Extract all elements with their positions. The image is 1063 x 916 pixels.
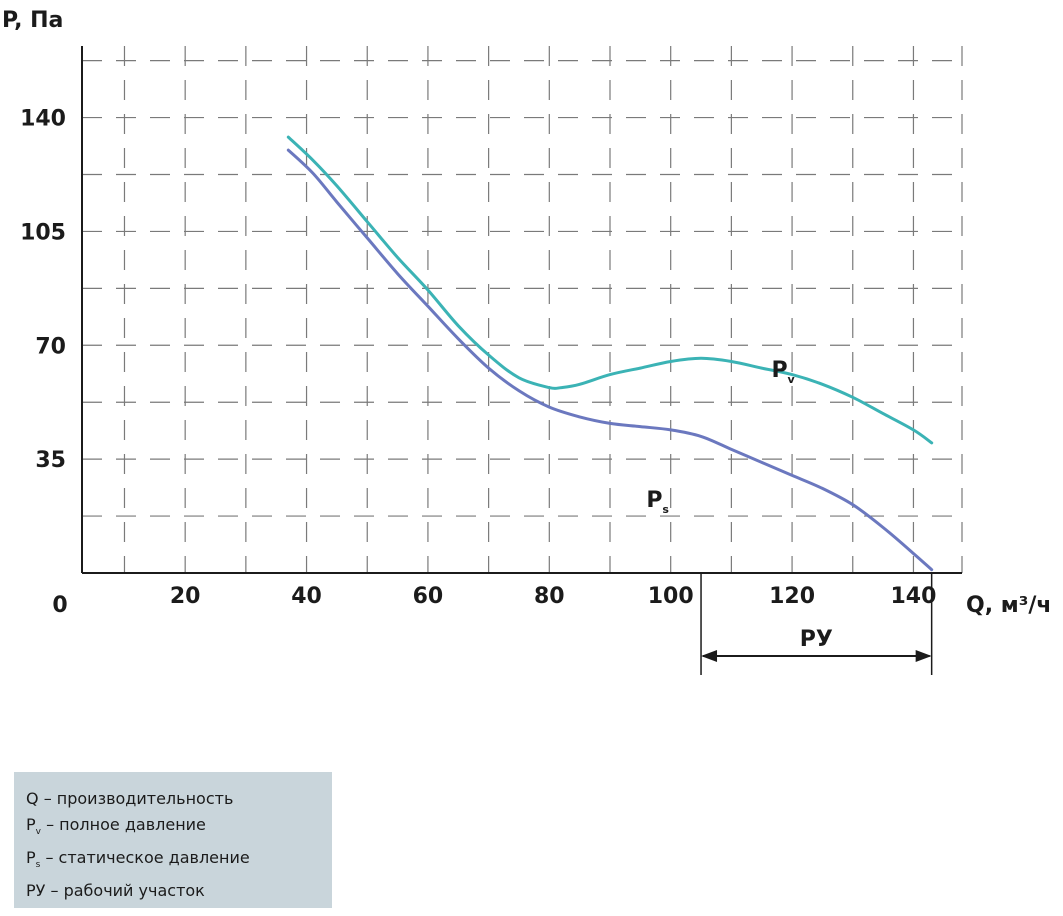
series-label-subscript: s bbox=[662, 503, 669, 516]
series-line-ps bbox=[286, 148, 934, 572]
y-axis-title: P, Па bbox=[2, 8, 63, 33]
series-label-pv: P bbox=[772, 358, 788, 383]
grid bbox=[82, 46, 963, 573]
legend-text: – полное давление bbox=[46, 815, 206, 834]
legend-subscript: v bbox=[35, 827, 41, 838]
legend: Q – производительность Pv – полное давле… bbox=[14, 772, 332, 908]
range-arrow-right-icon bbox=[915, 650, 932, 662]
x-tick-label: 120 bbox=[769, 584, 815, 609]
y-tick-label: 105 bbox=[20, 220, 66, 245]
legend-symbol: РУ bbox=[26, 881, 46, 901]
legend-item-pv: Pv – полное давление bbox=[26, 812, 332, 845]
x-tick-label: 100 bbox=[648, 584, 694, 609]
x-tick-label: 40 bbox=[291, 584, 322, 609]
legend-symbol: P bbox=[26, 815, 36, 834]
legend-symbol: P bbox=[26, 848, 36, 868]
y-tick-label: 70 bbox=[35, 334, 66, 359]
series-label-subscript: v bbox=[788, 373, 796, 386]
x-tick-label: 20 bbox=[170, 584, 201, 609]
legend-text: – статическое давление bbox=[45, 848, 250, 868]
origin-label: 0 bbox=[52, 593, 67, 618]
range-label: РУ bbox=[800, 627, 833, 652]
legend-symbol: Q bbox=[26, 789, 39, 808]
x-tick-label: 80 bbox=[534, 584, 565, 609]
y-tick-label: 35 bbox=[35, 448, 66, 473]
y-tick-label: 140 bbox=[20, 107, 66, 132]
legend-text: – производительность bbox=[43, 789, 234, 808]
range-arrow-left-icon bbox=[701, 650, 718, 662]
legend-item-ps: Ps – статическое давление bbox=[26, 845, 332, 878]
labels-layer: P, Па Q, м³/ч 0 20 40 60 80 100 120 140 35 70 105… bbox=[2, 8, 1051, 618]
series-line-pv bbox=[286, 135, 934, 445]
legend-item-q: Q – производительность bbox=[26, 786, 332, 812]
x-tick-label: 140 bbox=[890, 584, 936, 609]
x-axis-title: Q, м³/ч bbox=[966, 593, 1051, 618]
operating-range-marker: РУ bbox=[700, 573, 933, 675]
legend-item-ru: РУ – рабочий участок bbox=[26, 878, 332, 904]
legend-text: – рабочий участок bbox=[50, 881, 205, 901]
series-label-ps: P bbox=[646, 488, 662, 513]
axes bbox=[81, 46, 962, 574]
legend-subscript: s bbox=[35, 860, 41, 871]
x-tick-label: 60 bbox=[413, 584, 444, 609]
